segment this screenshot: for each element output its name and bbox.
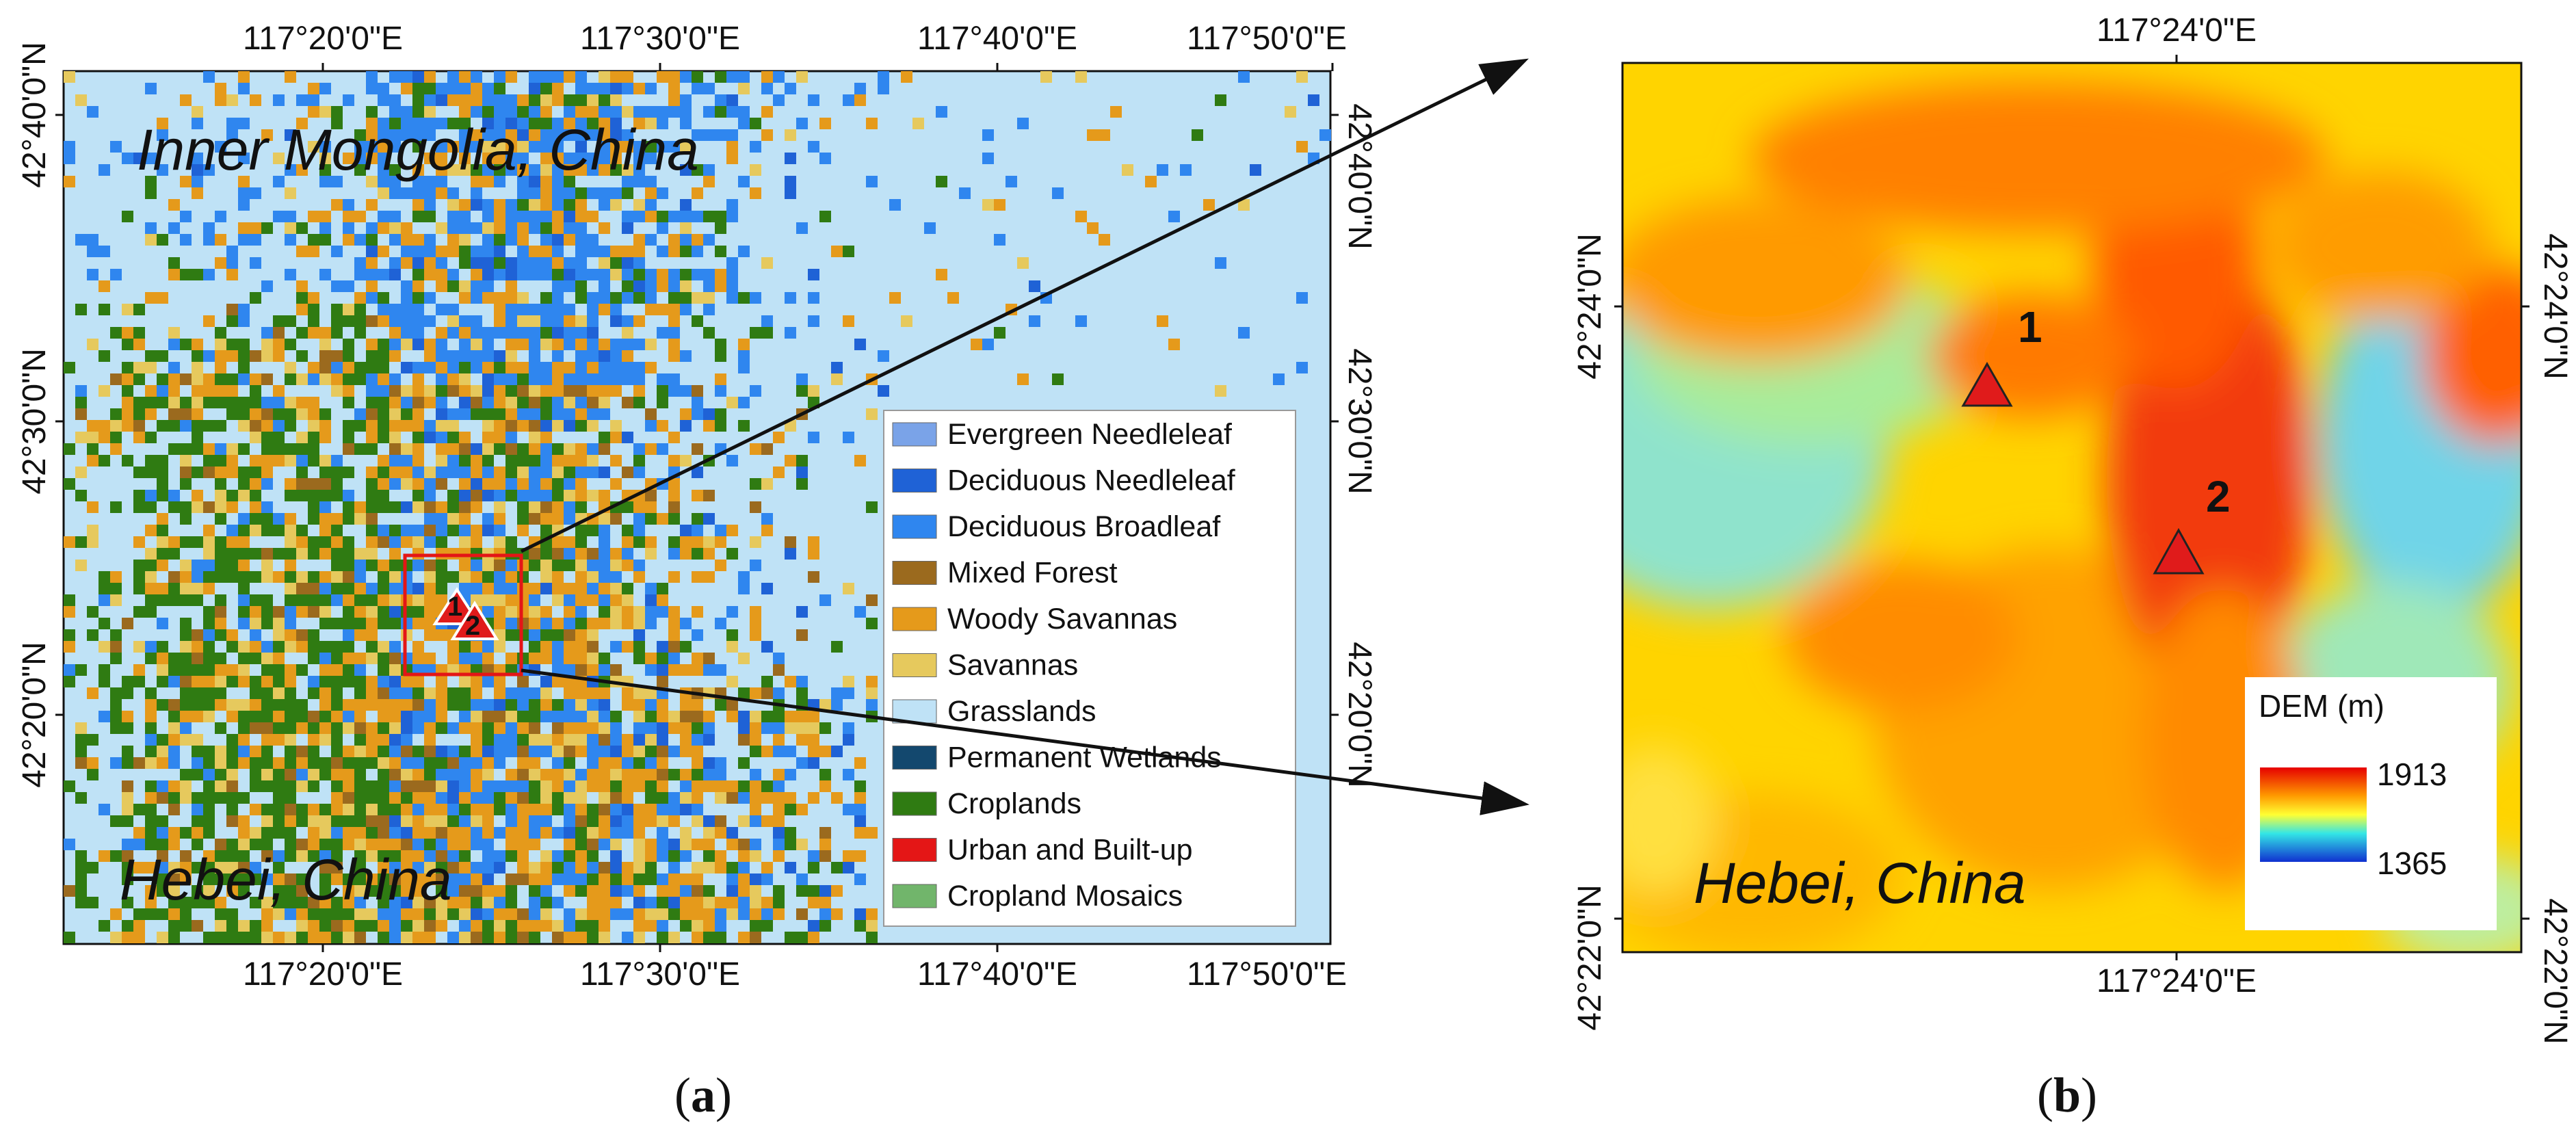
legend-swatch <box>892 791 937 816</box>
legend-label: Cropland Mosaics <box>947 880 1183 912</box>
legend-label: Savannas <box>947 649 1078 682</box>
dem-legend-title: DEM (m) <box>2259 688 2384 724</box>
right-tick-b-2: 42°22'0"N <box>2537 898 2573 1044</box>
legend-label: Deciduous Needleleaf <box>947 464 1236 497</box>
zoom-arrow-bottom <box>521 668 1529 815</box>
right-tick-a-1: 42°40'0"N <box>1341 103 1378 250</box>
site-2-marker: 2 <box>2153 472 2231 575</box>
legend-swatch <box>892 514 937 539</box>
legend-box <box>883 410 1296 927</box>
site-1-label-small: 1 <box>447 592 462 622</box>
top-tick-b: 117°24'0"E <box>2097 12 2257 49</box>
left-tick-a-3: 42°20'0"N <box>16 642 53 788</box>
bottom-tick-b: 117°24'0"E <box>2097 963 2257 999</box>
top-tick-a-4: 117°50'0"E <box>1187 21 1347 57</box>
region-inner-mongolia: Inner Mongolia, China <box>137 118 699 182</box>
panel-b-label-open: ( <box>2037 1068 2053 1122</box>
zoom-arrow-top <box>520 58 1529 553</box>
dem-frame <box>1621 62 2523 954</box>
region-hebei-b: Hebei, China <box>1694 851 2026 915</box>
dem-max-value: 1913 <box>2377 757 2447 792</box>
top-tick-a-3: 117°40'0"E <box>917 21 1077 57</box>
legend-label: Evergreen Needleleaf <box>947 418 1233 451</box>
legend-label: Croplands <box>947 787 1081 820</box>
top-tick-a-2: 117°30'0"E <box>580 21 740 57</box>
right-tick-b-1: 42°24'0"N <box>2537 233 2573 380</box>
left-tick-a-1: 42°40'0"N <box>16 42 53 188</box>
map-a-tick-marks <box>55 63 1339 952</box>
right-tick-a-3: 42°20'0"N <box>1341 642 1378 788</box>
site-1-marker: 1 <box>1961 302 2042 407</box>
dem-color-ramp <box>2260 767 2367 862</box>
inset-box <box>403 553 523 676</box>
dem-legend: DEM (m) 1913 1365 <box>2245 677 2497 930</box>
legend-label: Mixed Forest <box>947 557 1118 590</box>
legend: Evergreen Needleleaf Deciduous Needleleaf… <box>883 410 1296 927</box>
legend-swatch <box>892 838 937 862</box>
legend-swatch <box>892 469 937 492</box>
left-tick-a-2: 42°30'0"N <box>16 348 53 495</box>
map-b-tick-marks <box>1614 55 2529 960</box>
legend-swatch <box>892 422 937 447</box>
bottom-tick-a-2: 117°30'0"E <box>580 956 740 993</box>
left-tick-b-2: 42°22'0"N <box>1572 884 1608 1031</box>
right-tick-a-2: 42°30'0"N <box>1341 348 1378 495</box>
legend-swatch <box>892 884 937 908</box>
site-2-label-small: 2 <box>465 611 480 641</box>
site-2-marker-small: 2 <box>450 601 499 641</box>
panel-b-label: (b) <box>2037 1067 2097 1124</box>
panel-a-label-letter: a <box>690 1068 715 1122</box>
legend-swatch <box>892 607 937 631</box>
land-cover-pixels <box>64 71 1331 943</box>
bottom-tick-a-4: 117°50'0"E <box>1187 956 1347 993</box>
panel-b-label-letter: b <box>2053 1068 2081 1122</box>
legend-swatch <box>892 653 937 677</box>
legend-swatch <box>892 561 937 585</box>
bottom-tick-a-3: 117°40'0"E <box>917 956 1077 993</box>
legend-label: Woody Savannas <box>947 603 1177 635</box>
legend-label: Urban and Built-up <box>947 834 1193 867</box>
legend-label: Deciduous Broadleaf <box>947 510 1221 543</box>
site-1-label: 1 <box>2018 302 2042 352</box>
bottom-tick-a-1: 117°20'0"E <box>243 956 403 993</box>
panel-b-dem: 1 2 Hebei, China DEM (m) 1913 1365 117°2… <box>1572 12 2573 1044</box>
panel-a-label-close: ) <box>715 1068 732 1122</box>
panel-a-label-open: ( <box>674 1068 691 1122</box>
panel-b-label-close: ) <box>2081 1068 2098 1122</box>
panel-a-map: 1 2 Inner Mongolia, China Hebei, China E… <box>16 21 1378 993</box>
panel-a-label: (a) <box>674 1067 732 1124</box>
site-2-label: 2 <box>2206 472 2231 521</box>
dem-min-value: 1365 <box>2377 845 2447 881</box>
legend-swatch <box>892 746 937 770</box>
left-tick-b-1: 42°24'0"N <box>1572 233 1608 380</box>
region-hebei-a: Hebei, China <box>120 848 452 912</box>
legend-label: Grasslands <box>947 695 1096 728</box>
top-tick-a-1: 117°20'0"E <box>243 21 403 57</box>
